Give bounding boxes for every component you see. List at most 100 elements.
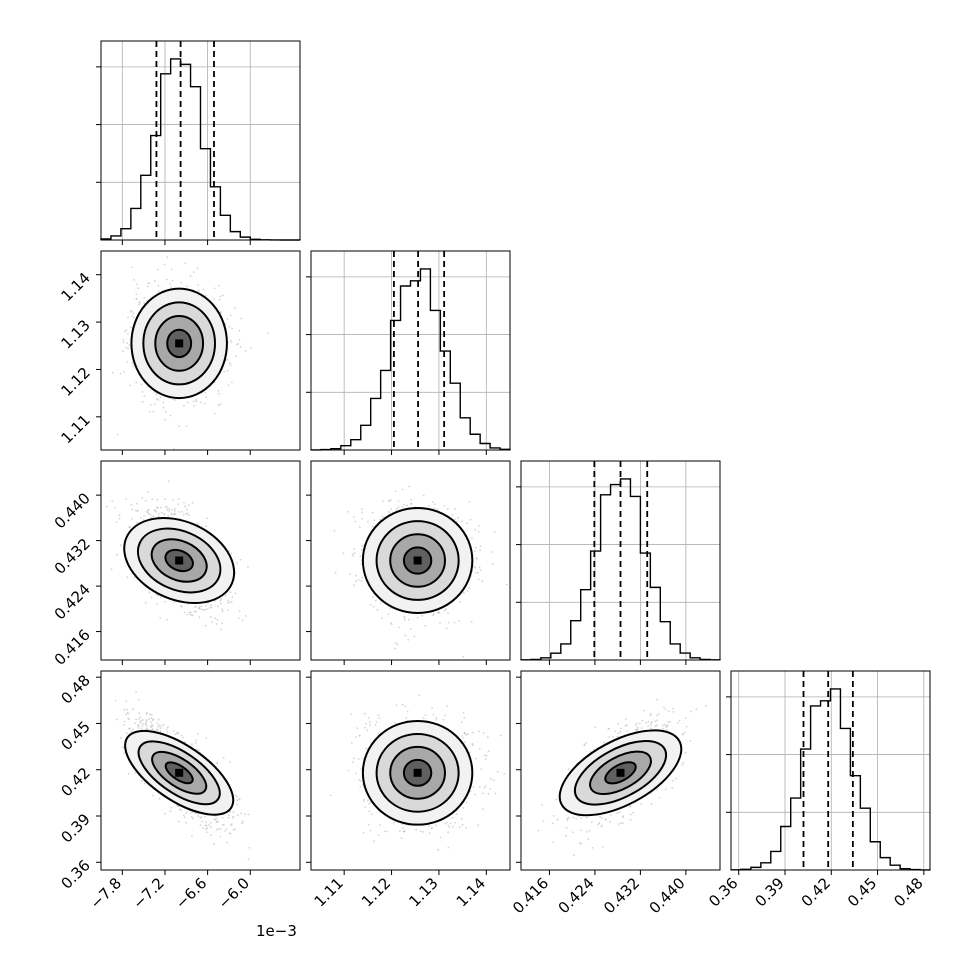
sample-point <box>203 815 206 818</box>
sample-point <box>352 554 355 557</box>
sample-point <box>439 622 441 624</box>
sample-point <box>145 510 148 513</box>
sample-point <box>221 608 224 611</box>
sample-point <box>177 498 180 500</box>
sample-point <box>127 332 129 335</box>
sample-point <box>168 507 171 510</box>
sample-point <box>236 795 239 798</box>
sample-point <box>353 516 355 518</box>
sample-point <box>394 647 397 650</box>
histogram-step <box>310 268 511 451</box>
sample-point <box>133 279 135 281</box>
sample-point <box>234 355 237 358</box>
sample-point <box>167 480 170 482</box>
sample-point <box>129 384 132 387</box>
sample-point <box>410 498 412 501</box>
sample-point <box>227 816 230 819</box>
sample-point <box>122 350 124 353</box>
sample-point <box>229 362 231 365</box>
sample-point <box>185 285 188 288</box>
sample-point <box>180 281 183 284</box>
sample-point <box>157 399 160 401</box>
sample-point <box>147 282 150 284</box>
sample-point <box>149 404 152 406</box>
panel-background <box>521 461 720 660</box>
sample-point <box>156 603 158 605</box>
sample-point <box>217 404 220 407</box>
sample-point <box>162 406 165 409</box>
sample-point <box>230 600 233 603</box>
sample-point <box>202 288 205 291</box>
sample-point <box>359 555 362 557</box>
sample-point <box>219 599 222 602</box>
sample-point <box>190 816 193 818</box>
sample-point <box>189 611 192 614</box>
sample-point <box>156 498 159 501</box>
sample-point <box>155 510 158 513</box>
sample-point <box>234 794 237 796</box>
sample-point <box>189 274 192 277</box>
sample-point <box>130 311 132 313</box>
sample-point <box>396 643 399 646</box>
sample-point <box>192 817 194 820</box>
sample-point <box>403 503 405 506</box>
sample-point <box>132 316 135 319</box>
sample-point <box>137 726 140 729</box>
sample-point <box>204 604 207 607</box>
sample-point <box>491 563 494 565</box>
sample-point <box>144 499 147 502</box>
sample-point <box>165 411 167 413</box>
sample-point <box>371 511 374 514</box>
sample-point <box>127 316 129 319</box>
sample-point <box>231 327 234 330</box>
sample-point <box>132 728 134 731</box>
sample-point <box>198 605 201 608</box>
sample-point <box>169 414 172 417</box>
sample-point <box>166 506 168 509</box>
sample-point <box>156 722 159 725</box>
sample-point <box>172 730 175 732</box>
sample-point <box>361 576 364 579</box>
sample-point <box>373 519 376 522</box>
sample-point <box>164 505 167 508</box>
sample-point <box>382 500 384 503</box>
sample-point <box>194 742 197 744</box>
panel-frame <box>310 250 511 451</box>
sample-point <box>380 601 382 604</box>
sample-point <box>119 372 122 375</box>
sample-point <box>408 485 410 488</box>
sample-point <box>229 591 232 593</box>
sample-point <box>173 601 175 604</box>
y-tick-label: 1.11 <box>57 411 93 447</box>
sample-point <box>446 508 449 510</box>
sample-point <box>395 508 398 510</box>
sample-point <box>139 720 142 723</box>
sample-point <box>201 820 204 823</box>
y-tick-label: 1.14 <box>57 269 93 305</box>
sample-point <box>105 505 108 508</box>
sample-point <box>190 614 193 616</box>
sample-point <box>469 518 472 521</box>
sample-point <box>180 605 183 608</box>
sample-point <box>410 502 413 505</box>
sample-point <box>126 342 129 345</box>
sample-point <box>122 341 125 344</box>
sample-point <box>136 509 139 512</box>
sample-point <box>159 596 162 599</box>
sample-point <box>197 815 200 817</box>
sample-point <box>408 618 410 621</box>
sample-point <box>470 621 473 623</box>
sample-point <box>137 303 140 306</box>
sample-point <box>174 733 177 736</box>
sample-point <box>227 814 230 817</box>
sample-point <box>397 500 400 502</box>
sample-point <box>157 285 160 287</box>
sample-point <box>388 512 391 514</box>
sample-point <box>189 613 192 616</box>
sample-point <box>192 400 195 403</box>
sample-point <box>187 504 190 507</box>
sample-point <box>221 622 224 625</box>
sample-point <box>424 624 426 627</box>
sample-point <box>237 814 239 817</box>
sample-point <box>118 514 121 517</box>
